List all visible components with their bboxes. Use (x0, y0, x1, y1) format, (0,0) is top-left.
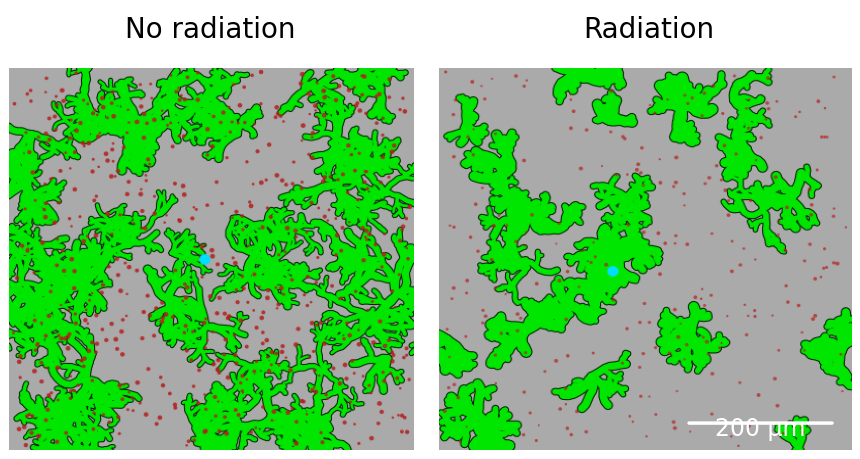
Text: Radiation: Radiation (584, 16, 715, 44)
Text: No radiation: No radiation (126, 16, 296, 44)
Text: 200 μm: 200 μm (716, 416, 806, 440)
